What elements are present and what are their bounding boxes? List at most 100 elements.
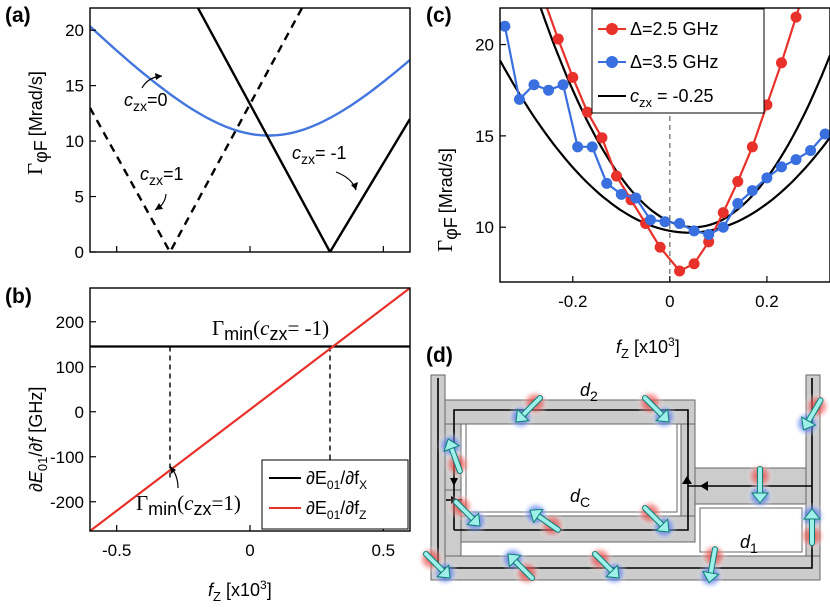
annotation-czx-minus1: czx= -1 xyxy=(292,143,347,167)
data-point xyxy=(775,57,787,69)
panel-c-ticks: 10 15 20 -0.2 0 0.2 xyxy=(475,36,779,311)
spin-arrowhead xyxy=(655,518,670,533)
panel-b-label: (b) xyxy=(5,285,32,308)
data-point xyxy=(732,197,744,209)
data-point xyxy=(688,225,700,237)
series-c-zx-1 xyxy=(196,8,410,252)
data-point xyxy=(500,20,511,32)
data-point xyxy=(732,176,744,188)
data-point xyxy=(790,11,802,23)
spin-arrowhead xyxy=(750,492,770,504)
spin-arrow xyxy=(519,395,543,419)
label-d1: d1 xyxy=(740,532,758,556)
legend-czx-fit: czx = -0.25 xyxy=(630,86,714,110)
data-point xyxy=(654,241,666,253)
data-point xyxy=(659,216,671,228)
panel-c-xlabel: fZ [x103] xyxy=(616,335,680,361)
data-point xyxy=(717,221,729,233)
data-point xyxy=(746,141,758,153)
panel-a-frame xyxy=(89,7,411,253)
fit-curve xyxy=(500,59,830,234)
b-ytick: 0 xyxy=(75,403,84,422)
b-ytick: 100 xyxy=(56,358,84,377)
legend-marker-red xyxy=(606,23,618,35)
annotation-czx-1: czx=1 xyxy=(140,164,184,188)
panel-c-ylabel: ΓφF[Mrad/s] xyxy=(433,148,461,252)
data-point xyxy=(674,265,686,277)
annotation-gmin-top: Γmin(czx= -1) xyxy=(212,316,329,344)
data-point xyxy=(610,170,622,182)
series-line xyxy=(545,8,801,273)
data-point xyxy=(601,177,613,189)
spin-arrow xyxy=(805,398,823,425)
spin-arrowhead xyxy=(605,564,620,579)
data-point xyxy=(761,172,773,184)
data-point xyxy=(552,33,564,45)
spin-arrow xyxy=(642,505,666,529)
spin-arrowhead xyxy=(436,564,451,579)
panel-c-legend: Δ=2.5 GHz Δ=3.5 GHz czx = -0.25 xyxy=(591,8,765,114)
panel-b-ticks: -200 -100 0 100 200 -0.5 0 0.5 xyxy=(50,313,395,560)
series-∂E01/∂fZ xyxy=(90,288,410,531)
data-point xyxy=(513,93,525,105)
data-point xyxy=(581,106,593,118)
data-point xyxy=(819,128,830,140)
spin-arrowhead xyxy=(800,416,817,431)
data-point xyxy=(746,185,758,197)
panel-b-lines xyxy=(90,288,410,531)
data-point xyxy=(567,71,579,83)
spin-arrowhead xyxy=(515,408,530,423)
spin-arrow xyxy=(453,499,477,523)
legend-dE-dfX: ∂E01/∂fX xyxy=(306,468,367,492)
panel-d: (d) xyxy=(416,344,830,590)
data-point xyxy=(688,258,700,270)
b-ytick: 200 xyxy=(56,313,84,332)
data-point xyxy=(630,192,642,204)
a-ytick: 10 xyxy=(65,132,84,151)
spin-arrowhead xyxy=(529,508,544,524)
legend-delta-2-5: Δ=2.5 GHz xyxy=(630,19,719,39)
legend-dE-dfZ: ∂E01/∂fZ xyxy=(306,498,367,522)
c-xtick: -0.2 xyxy=(558,292,587,311)
panel-c-frame xyxy=(499,7,830,283)
spin-arrow xyxy=(708,547,717,577)
series-c-zx-1 xyxy=(90,8,304,252)
data-point xyxy=(557,79,569,91)
panel-b-legend: ∂E01/∂fX ∂E01/∂fZ xyxy=(261,459,409,530)
label-d2: d2 xyxy=(580,380,598,404)
a-ytick: 20 xyxy=(65,21,84,40)
b-xtick: 0 xyxy=(245,541,254,560)
spin-arrowhead xyxy=(443,438,461,452)
panel-b-xlabel: fZ [x103] xyxy=(208,578,272,604)
panel-a: (a) 0 5 10 15 20 ΓφF[Mrad/s] czx=0 czx=1 czx… xyxy=(5,4,411,262)
data-point xyxy=(775,161,787,173)
spin-arrow xyxy=(642,395,666,419)
annotation-gmin-bottom: Γmin(czx=1) xyxy=(136,491,241,519)
panel-c-label: (c) xyxy=(426,4,452,27)
legend-marker-blue xyxy=(606,56,618,68)
a-ytick: 0 xyxy=(75,243,84,262)
panel-a-ylabel: ΓφF[Mrad/s] xyxy=(23,71,51,175)
c-xtick: 0 xyxy=(665,292,674,311)
spin-arrow xyxy=(511,557,535,581)
series-c-zx-0 xyxy=(90,25,410,137)
data-point xyxy=(674,218,686,230)
data-point xyxy=(596,132,608,144)
data-point xyxy=(790,154,802,166)
label-dc: dC xyxy=(570,486,590,510)
data-point xyxy=(572,141,584,153)
annotation-czx-0: czx=0 xyxy=(124,90,168,114)
data-point xyxy=(717,207,729,219)
data-point xyxy=(644,214,656,226)
panel-b: (b) -200 -100 0 100 200 -0.5 0 0.5 ∂E01/∂f[GHz]… xyxy=(5,285,411,604)
spin-sites xyxy=(416,388,830,590)
a-ytick: 5 xyxy=(75,188,84,207)
b-ytick: -100 xyxy=(50,448,84,467)
data-point xyxy=(805,144,817,156)
panel-c-lines xyxy=(500,8,830,282)
spin-arrowhead xyxy=(655,408,670,423)
panel-a-ticks: 0 5 10 15 20 xyxy=(65,21,384,262)
data-point xyxy=(703,229,715,241)
